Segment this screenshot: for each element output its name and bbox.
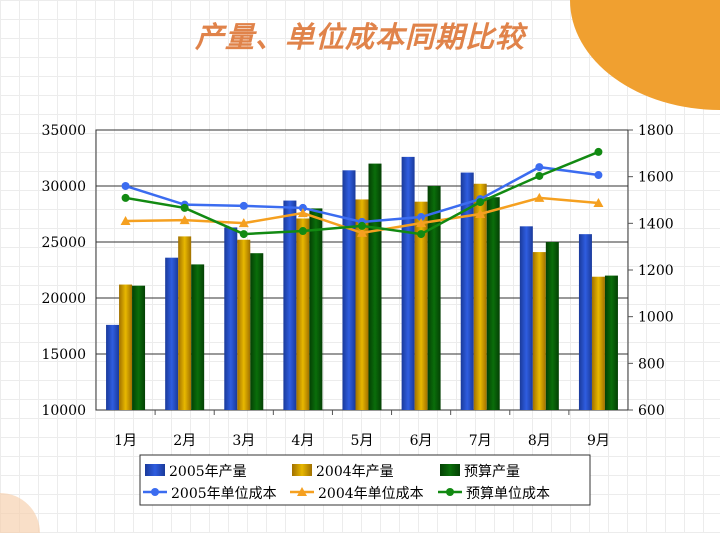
x-tick-label: 4月 (291, 433, 314, 449)
bar-5月-2004年产量 (355, 199, 369, 410)
left-tick-label: 30000 (41, 179, 86, 195)
legend-label: 2004年单位成本 (318, 486, 424, 502)
bar-9月-2004年产量 (591, 276, 605, 410)
marker-预算单位成本 (121, 193, 130, 202)
marker-2004年单位成本 (416, 218, 427, 228)
right-tick-label: 1400 (638, 216, 674, 232)
marker-2004年单位成本 (534, 192, 545, 202)
bar-3月-2004年产量 (237, 239, 251, 410)
bar-7月-2005年产量 (460, 172, 474, 410)
right-tick-label: 800 (638, 356, 665, 372)
bar-5月-预算产量 (368, 163, 382, 410)
x-tick-label: 7月 (469, 433, 492, 449)
legend (139, 454, 591, 506)
right-tick-label: 1800 (638, 123, 674, 139)
marker-2005年单位成本 (298, 203, 307, 212)
bar-1月-2004年产量 (119, 284, 133, 410)
x-tick-label: 2月 (173, 433, 196, 449)
legend-swatch (145, 464, 165, 476)
legend-label: 2005年单位成本 (171, 486, 277, 502)
marker-2005年单位成本 (121, 182, 130, 190)
marker-2005年单位成本 (417, 213, 426, 222)
marker-预算单位成本 (594, 147, 603, 156)
marker-2004年单位成本 (475, 209, 486, 218)
marker-2004年单位成本 (357, 227, 367, 237)
bar-3月-2005年产量 (224, 227, 238, 410)
bar-2月-预算产量 (191, 264, 205, 410)
marker-2004年单位成本 (593, 198, 604, 208)
marker-2005年单位成本 (594, 171, 603, 180)
legend-marker (297, 487, 307, 496)
marker-预算单位成本 (239, 230, 248, 239)
bar-7月-2004年产量 (473, 183, 487, 410)
bar-2月-2004年产量 (178, 236, 192, 410)
bar-9月-2005年产量 (578, 234, 592, 410)
right-tick-label: 1200 (638, 263, 674, 279)
bar-7月-预算产量 (486, 197, 500, 410)
bar-3月-预算产量 (250, 253, 264, 410)
marker-预算单位成本 (298, 227, 307, 236)
legend-swatch (440, 464, 460, 476)
left-tick-label: 15000 (41, 347, 86, 363)
right-tick-label: 1000 (638, 310, 674, 326)
marker-2005年单位成本 (239, 201, 248, 210)
legend-label: 2004年产量 (316, 464, 394, 480)
bar-6月-2004年产量 (414, 201, 428, 410)
marker-预算单位成本 (535, 171, 544, 180)
marker-预算单位成本 (417, 230, 426, 239)
left-tick-label: 25000 (41, 235, 86, 251)
bar-4月-预算产量 (309, 208, 323, 410)
bar-4月-2004年产量 (296, 218, 310, 410)
marker-预算单位成本 (180, 203, 189, 212)
legend-label: 预算产量 (464, 464, 520, 480)
bar-1月-预算产量 (132, 285, 146, 410)
marker-预算单位成本 (358, 221, 366, 230)
bar-5月-2005年产量 (342, 170, 356, 410)
x-tick-label: 6月 (410, 433, 433, 449)
marker-2004年单位成本 (238, 218, 249, 228)
right-tick-label: 1600 (638, 170, 674, 186)
right-tick-label: 600 (638, 403, 665, 419)
x-tick-label: 8月 (528, 433, 551, 449)
x-tick-label: 5月 (351, 433, 374, 449)
x-tick-label: 9月 (587, 433, 610, 449)
bar-8月-2004年产量 (532, 252, 546, 410)
chart-title: 产量、单位成本同期比较 (194, 20, 525, 54)
legend-label: 2005年产量 (169, 464, 247, 480)
left-tick-label: 20000 (41, 291, 86, 307)
left-tick-label: 35000 (41, 123, 86, 139)
x-tick-label: 1月 (114, 433, 137, 449)
bar-4月-2005年产量 (283, 200, 297, 410)
marker-2004年单位成本 (120, 216, 131, 225)
bar-6月-预算产量 (427, 186, 441, 410)
legend-marker (446, 488, 454, 496)
bar-6月-2005年产量 (401, 156, 415, 410)
x-tick-label: 3月 (232, 433, 255, 449)
legend-label: 预算单位成本 (466, 486, 550, 502)
legend-marker (151, 488, 159, 496)
marker-2005年单位成本 (535, 163, 544, 172)
bar-8月-预算产量 (545, 242, 559, 410)
marker-预算单位成本 (476, 198, 485, 207)
marker-2004年单位成本 (179, 215, 190, 225)
bar-1月-2005年产量 (106, 324, 120, 410)
bar-9月-预算产量 (604, 275, 618, 410)
marker-2004年单位成本 (297, 208, 308, 218)
legend-swatch (292, 464, 312, 476)
left-tick-label: 10000 (41, 403, 86, 419)
bar-2月-2005年产量 (165, 257, 179, 410)
bar-8月-2005年产量 (519, 226, 533, 410)
